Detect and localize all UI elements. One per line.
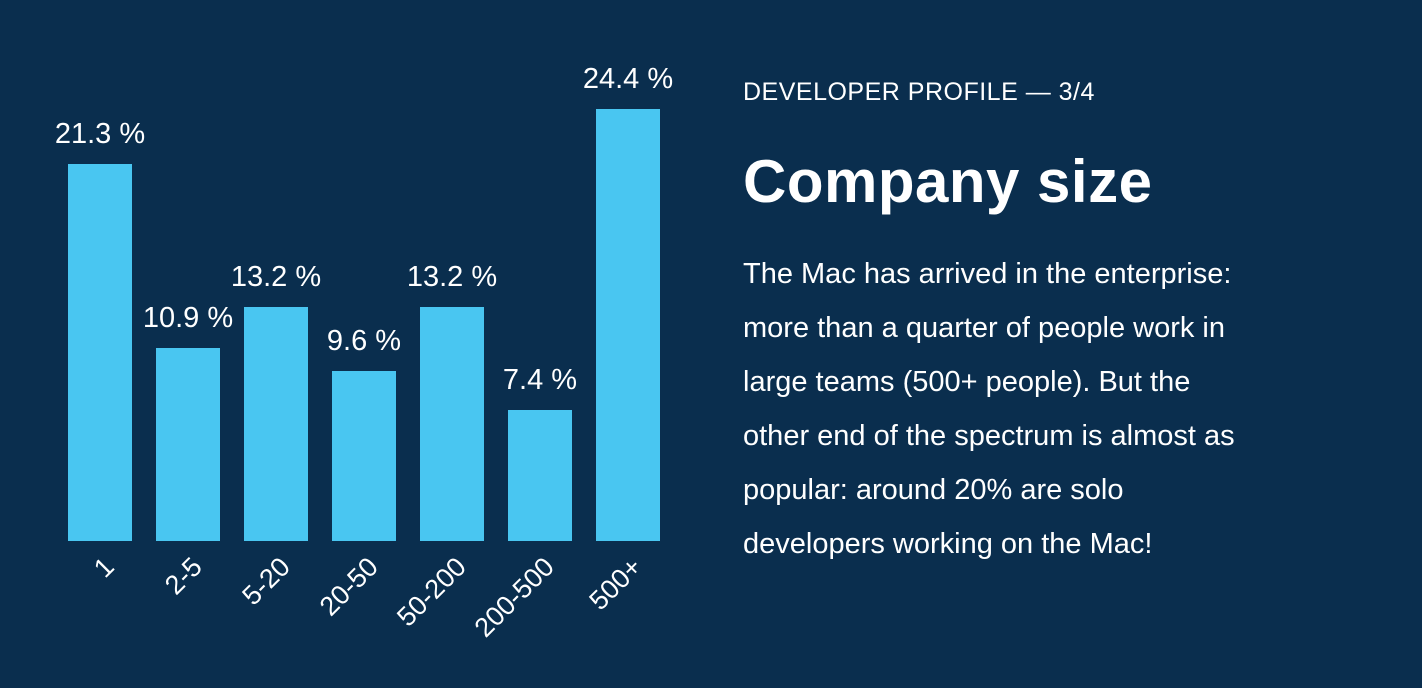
bar-column: 13.2 % 50-200	[391, 263, 497, 633]
bar-value-label: 9.6 %	[326, 325, 402, 357]
x-axis-label: 1	[87, 551, 120, 584]
body-line: popular: around 20% are solo	[743, 474, 1124, 506]
text-panel: DEVELOPER PROFILE — 3/4 Company size The…	[743, 80, 1403, 571]
bar	[244, 307, 308, 541]
body-text: The Mac has arrived in the enterprise: m…	[743, 247, 1403, 571]
bar	[156, 348, 220, 541]
bar-column: 9.6 % 20-50	[314, 327, 401, 622]
bar-column: 7.4 % 200-500	[469, 366, 578, 643]
x-axis-label: 200-500	[468, 551, 560, 643]
bar-value-label: 21.3 %	[54, 118, 146, 150]
bar-value-label: 24.4 %	[582, 63, 674, 95]
bar	[508, 410, 572, 541]
body-line: large teams (500+ people). But the	[743, 366, 1191, 398]
x-axis-label: 500+	[583, 551, 648, 616]
page-title: Company size	[743, 148, 1153, 215]
bar-chart: 21.3 % 1 10.9 % 2-5 13.2 % 5-20 9.6 % 20-50 13.2…	[55, 63, 673, 643]
bar-value-label: 13.2 %	[406, 261, 498, 293]
body-line: other end of the spectrum is almost as	[743, 420, 1235, 452]
bar-value-label: 10.9 %	[142, 302, 234, 334]
bar-value-label: 7.4 %	[502, 364, 578, 396]
body-line: developers working on the Mac!	[743, 528, 1153, 560]
eyebrow-label: DEVELOPER PROFILE — 3/4	[743, 78, 1095, 106]
x-axis-label: 20-50	[313, 551, 384, 622]
x-axis-label: 5-20	[236, 551, 296, 612]
bar-column: 13.2 % 5-20	[231, 263, 321, 612]
bar	[68, 164, 132, 541]
x-axis-label: 50-200	[391, 551, 472, 633]
body-line: more than a quarter of people work in	[743, 312, 1225, 344]
bar-column: 10.9 % 2-5	[143, 304, 233, 601]
bar	[420, 307, 484, 541]
body-line: The Mac has arrived in the enterprise:	[743, 258, 1232, 290]
bar-column: 21.3 % 1	[55, 120, 145, 584]
bar-column: 24.4 % 500+	[583, 65, 673, 616]
bar-value-label: 13.2 %	[230, 261, 322, 293]
bar	[596, 109, 660, 541]
bar	[332, 371, 396, 541]
x-axis-label: 2-5	[158, 551, 208, 601]
